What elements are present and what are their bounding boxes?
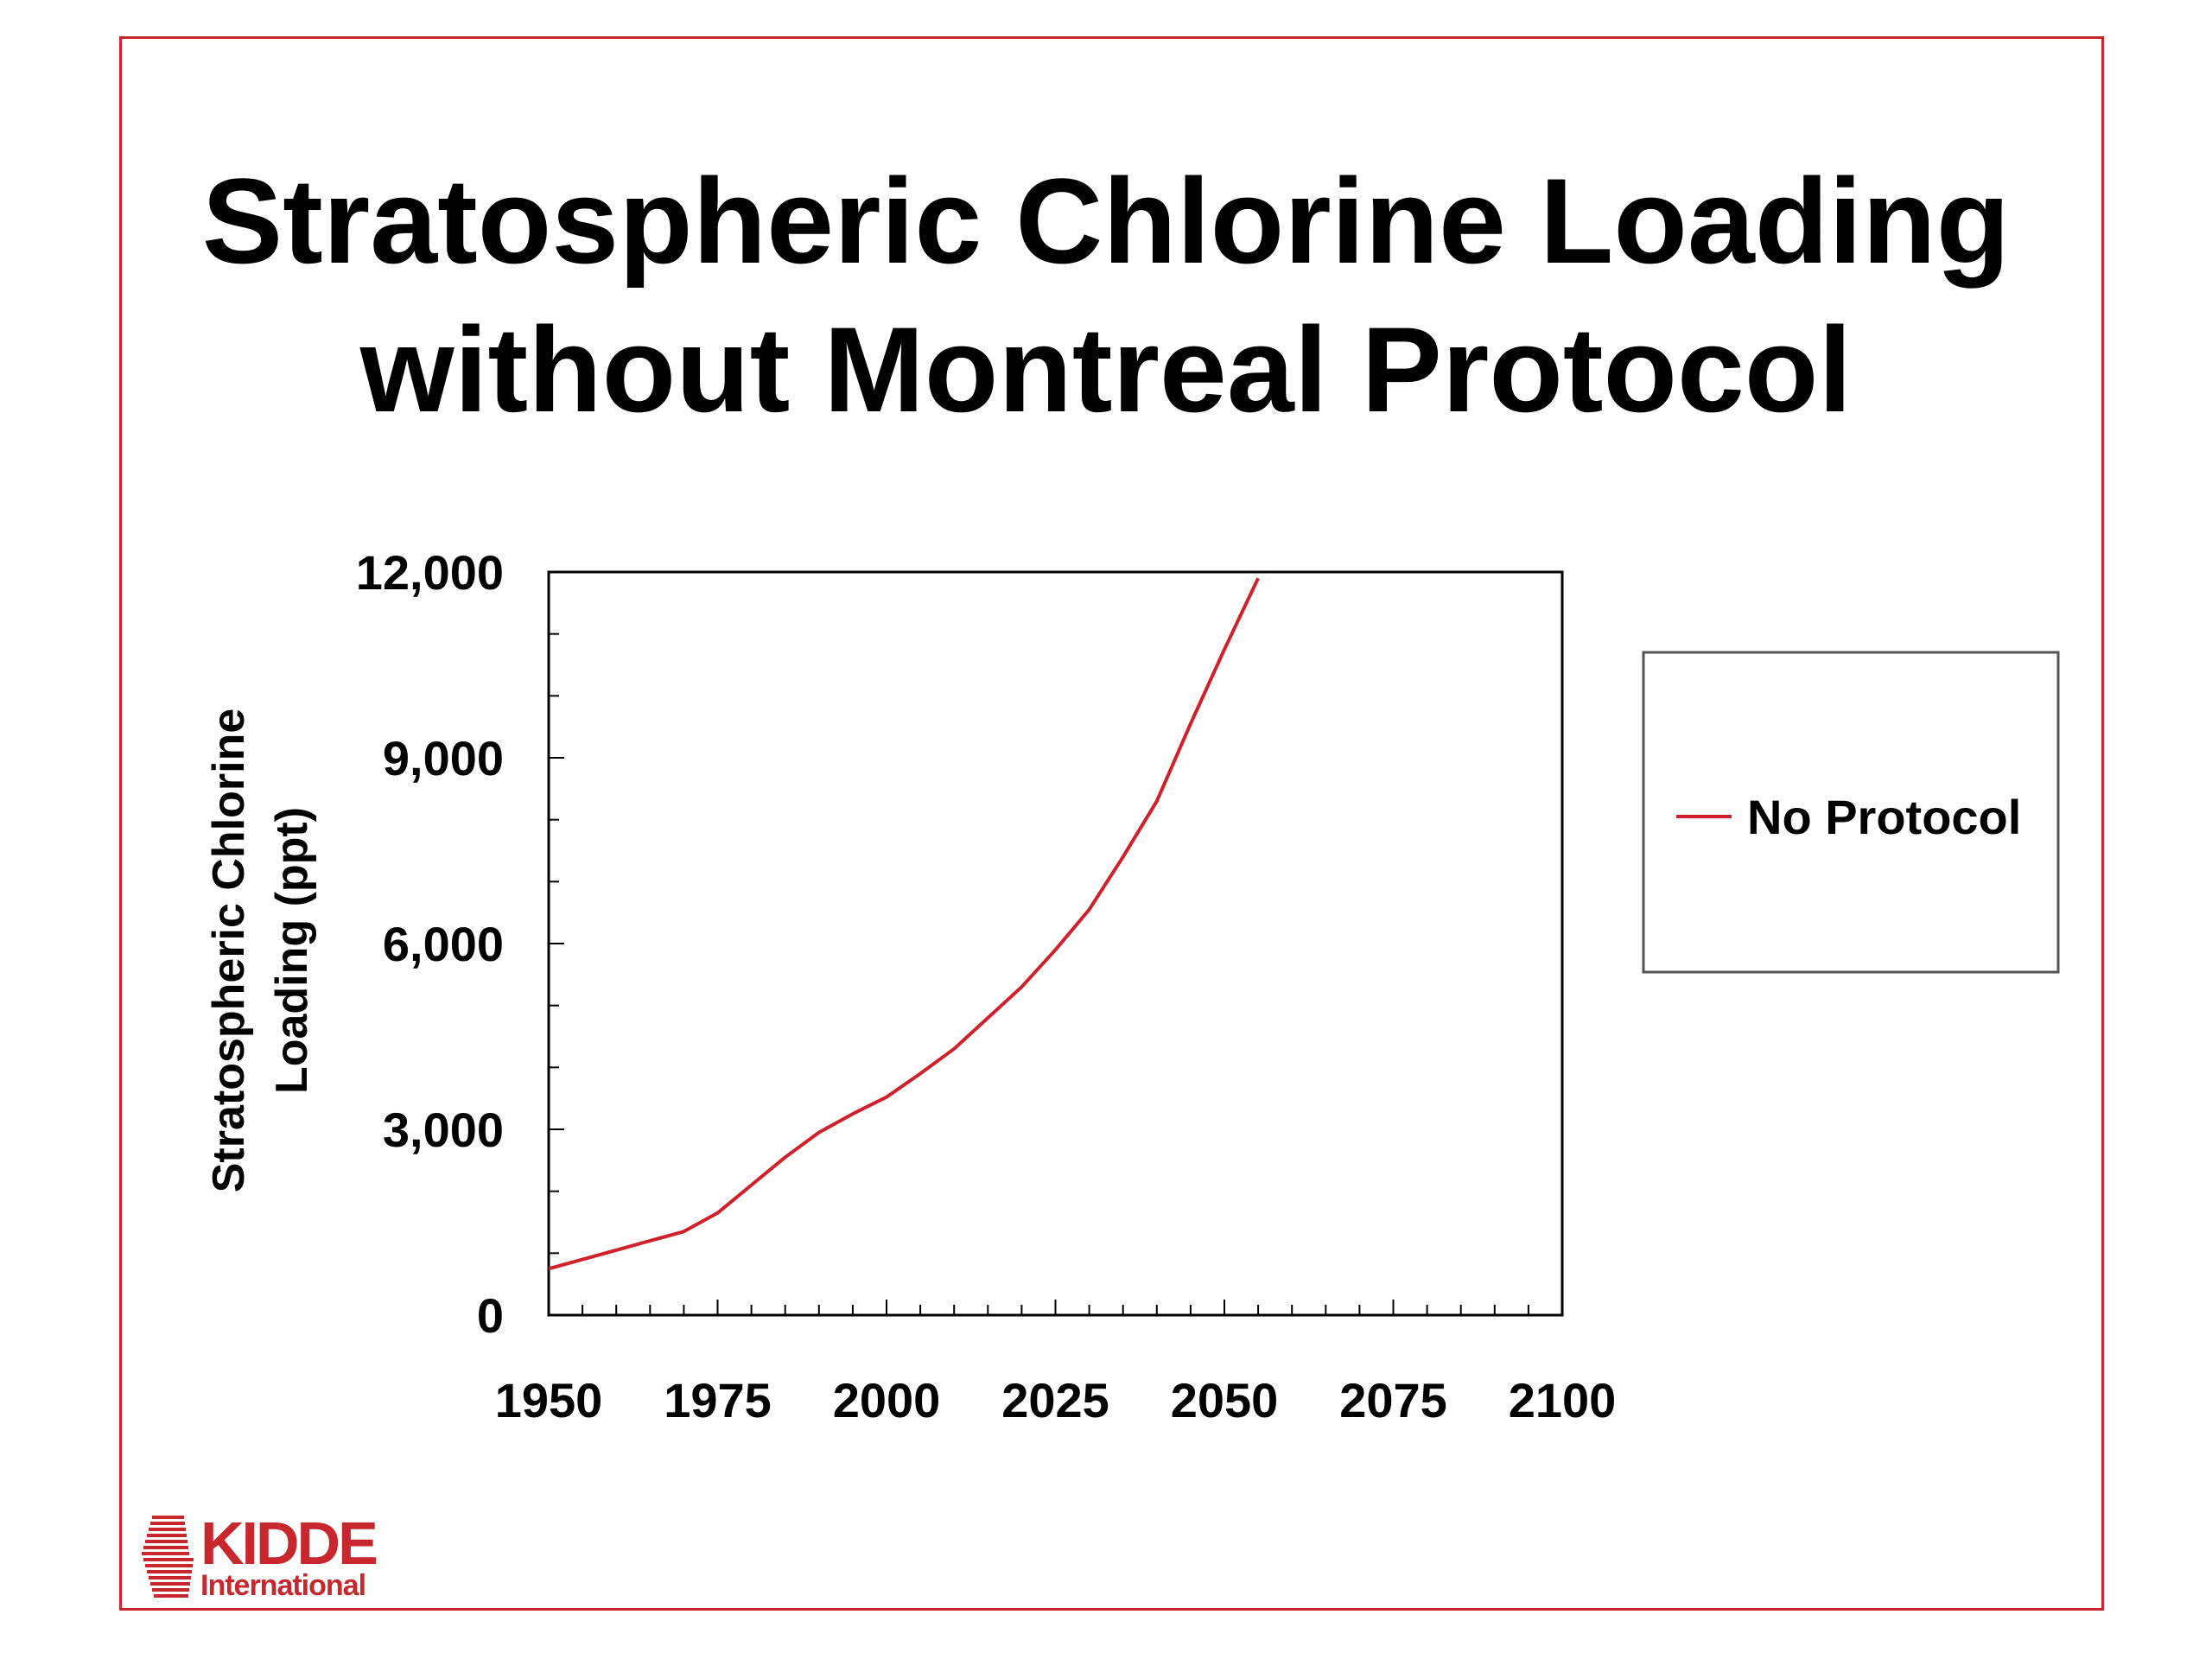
title-line-2: without Montreal Protocol [359, 302, 1853, 437]
x-tick-label: 1950 [495, 1373, 603, 1427]
logo-flame-mark [142, 1516, 194, 1598]
x-tick-label: 2075 [1339, 1373, 1447, 1427]
title-line-1: Stratospheric Chlorine Loading [201, 153, 2011, 289]
y-tick-label: 3,000 [383, 1103, 504, 1157]
y-axis-label-line-1: Stratospheric Chlorine [204, 709, 254, 1193]
plot-frame [547, 570, 1564, 1317]
logo-stripe [152, 1588, 189, 1592]
logo-stripe [143, 1558, 194, 1561]
logo-stripe [147, 1570, 192, 1573]
logo-stripe [154, 1594, 188, 1598]
logo-stripe [147, 1534, 187, 1537]
y-tick-label: 0 [477, 1288, 504, 1343]
x-tick-label: 1975 [664, 1373, 772, 1427]
x-tick-label: 2100 [1509, 1373, 1617, 1427]
y-axis-label-line-2: Loading (ppt) [267, 807, 317, 1094]
logo-stripe [150, 1582, 190, 1586]
x-tick-label: 2000 [833, 1373, 941, 1427]
legend: No Protocol [1642, 651, 2060, 974]
x-tick-label: 2025 [1001, 1373, 1109, 1427]
logo-stripe [143, 1546, 188, 1549]
slide-title: Stratospheric Chlorine Loading without M… [0, 147, 2212, 444]
kidde-logo: KIDDE International [142, 1510, 378, 1602]
logo-brand-text: KIDDE [200, 1510, 376, 1577]
legend-box [1642, 651, 2060, 974]
logo-stripe [150, 1522, 185, 1525]
logo-stripe [142, 1552, 189, 1555]
series-line [548, 577, 1260, 1271]
logo-stripe [145, 1540, 188, 1543]
logo-stripe [149, 1528, 186, 1531]
y-tick-label: 9,000 [383, 731, 504, 785]
logo-stripe [145, 1564, 193, 1567]
slide-frame [119, 36, 2104, 1611]
logo-sub-text: International [200, 1569, 365, 1602]
x-tick-label: 2050 [1171, 1373, 1279, 1427]
y-tick-label: 12,000 [356, 545, 504, 600]
legend-label: No Protocol [1747, 790, 2021, 844]
y-axis-label: Stratospheric Chlorine Loading (ppt) [204, 709, 317, 1193]
y-tick-label: 6,000 [383, 917, 504, 971]
logo-stripe [149, 1576, 191, 1580]
plot-area: 0 3,000 6,000 9,000 12,000 1950 1975 2000 2025 20… [356, 545, 1617, 1427]
logo-stripe [152, 1516, 184, 1519]
